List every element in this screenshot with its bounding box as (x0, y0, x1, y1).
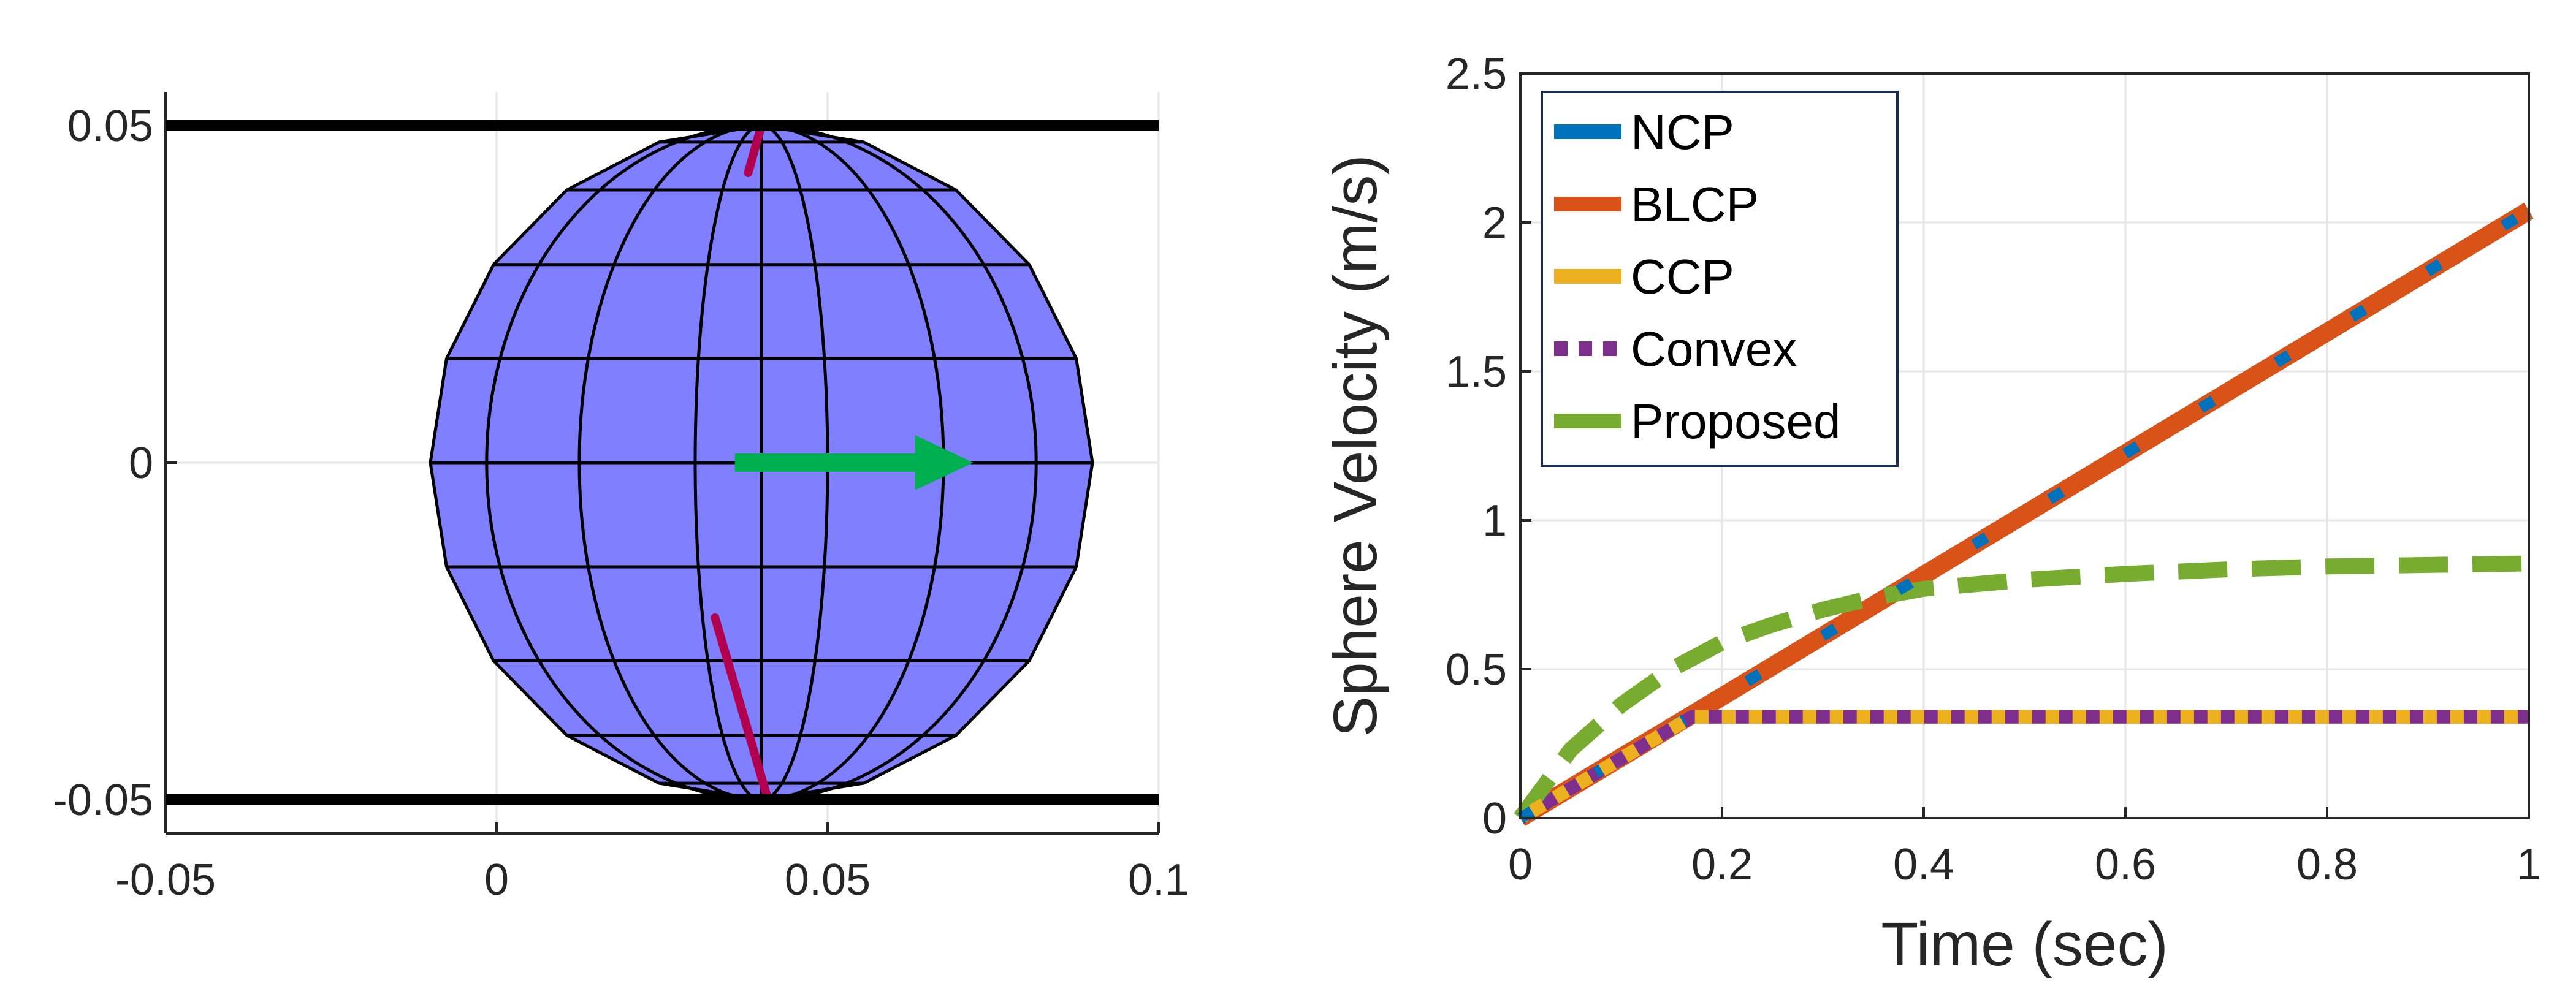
sphere-longitude-line (485, 124, 762, 802)
left-y-tick-label: 0.05 (67, 102, 153, 151)
sphere-longitude-line (761, 124, 1038, 802)
velocity-chart: 0 0.2 0.4 0.6 0.8 1 0 0.5 1 1.5 2 2.5 Time (sec) Sphe… (1321, 50, 2541, 979)
contact-marker (744, 121, 766, 177)
left-x-tick-label: 0 (484, 856, 509, 905)
contact-marker (711, 613, 772, 804)
y-tick-label: 1 (1482, 496, 1507, 545)
x-tick-label: 0.2 (1691, 840, 1753, 889)
left-x-tick-label: 0.1 (1128, 856, 1189, 905)
x-tick-label: 0 (1508, 840, 1533, 889)
y-tick-label: 0.5 (1446, 645, 1507, 694)
velocity-arrow-head (915, 435, 974, 490)
series-line-ncp-overlay (1517, 205, 2532, 823)
x-axis-label: Time (sec) (1881, 910, 2168, 979)
x-tick-label: 1 (2517, 840, 2541, 889)
legend-label-convex: Convex (1631, 322, 1797, 376)
x-tick-label: 0.6 (2095, 840, 2156, 889)
left-x-tick-label: 0.05 (785, 856, 871, 905)
legend-label-proposed: Proposed (1631, 394, 1840, 449)
legend-label-blcp: BLCP (1631, 177, 1759, 232)
y-axis-label: Sphere Velocity (m/s) (1321, 154, 1390, 737)
legend-label-ncp: NCP (1631, 105, 1734, 159)
sphere-longitude-line (577, 124, 762, 802)
y-tick-label: 1.5 (1446, 347, 1507, 396)
left-y-tick-label: 0 (129, 439, 153, 488)
sphere-longitude-line (693, 124, 762, 802)
left-y-tick-label: -0.05 (53, 776, 153, 825)
series-line-proposed (1514, 555, 2529, 823)
x-tick-label: 0.8 (2296, 840, 2358, 889)
plot-frame (1519, 72, 2530, 819)
y-tick-label: 0 (1482, 794, 1507, 843)
left-x-tick-label: -0.05 (115, 856, 216, 905)
x-tick-label: 0.4 (1893, 840, 1954, 889)
y-tick-label: 2.5 (1446, 50, 1507, 99)
legend-label-ccp: CCP (1631, 249, 1734, 304)
y-tick-label: 2 (1482, 199, 1507, 248)
sphere-panel: -0.05 0 0.05 0.1 -0.05 0 0.05 (53, 92, 1189, 905)
series-line-convex (1517, 710, 2529, 824)
